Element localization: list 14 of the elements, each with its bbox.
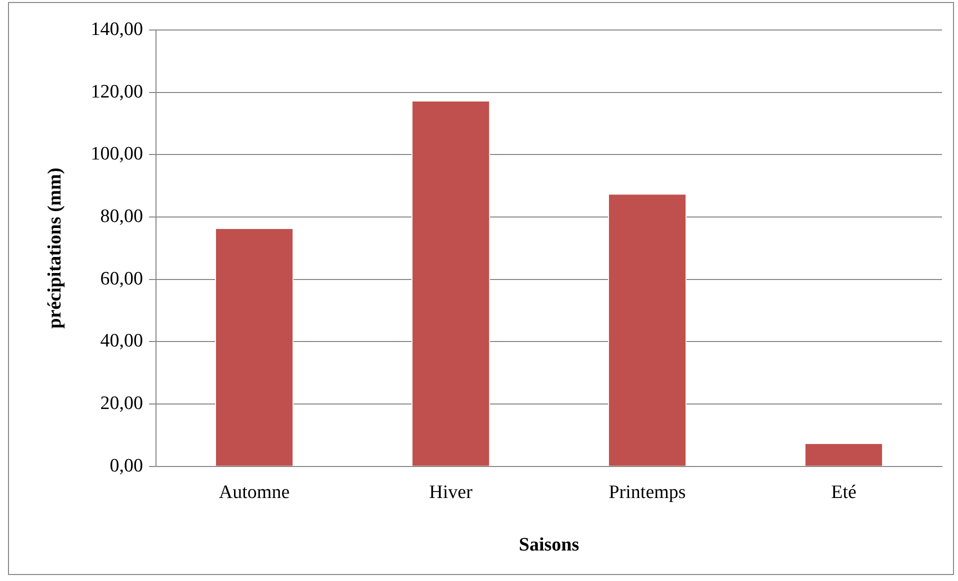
x-tick-label: Eté xyxy=(831,482,856,503)
y-tick-label: 40,00 xyxy=(100,330,144,352)
x-tick-label: Printemps xyxy=(608,482,686,503)
y-tick-label: 20,00 xyxy=(100,393,144,414)
x-axis-title: Saisons xyxy=(518,534,580,556)
x-tick-label: Hiver xyxy=(429,482,474,503)
y-tick-label: 60,00 xyxy=(100,268,144,290)
x-tick-label: Automne xyxy=(218,482,290,503)
y-tick-label: 0,00 xyxy=(110,455,144,476)
y-tick-label: 100,00 xyxy=(90,144,144,165)
y-tick-label: 80,00 xyxy=(100,206,144,228)
y-axis-title: précipitations (mm) xyxy=(44,168,66,329)
y-tick-label: 140,00 xyxy=(90,18,144,40)
y-tick-label: 120,00 xyxy=(90,81,144,102)
